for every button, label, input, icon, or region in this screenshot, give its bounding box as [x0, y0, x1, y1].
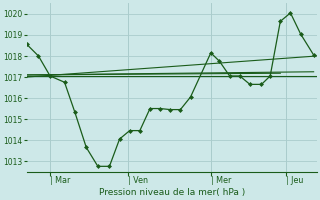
X-axis label: Pression niveau de la mer( hPa ): Pression niveau de la mer( hPa )	[99, 188, 245, 197]
